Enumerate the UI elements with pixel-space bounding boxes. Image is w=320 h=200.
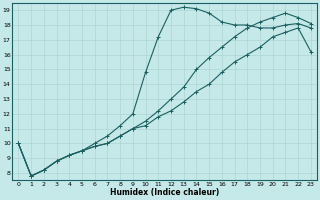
X-axis label: Humidex (Indice chaleur): Humidex (Indice chaleur) (110, 188, 219, 197)
